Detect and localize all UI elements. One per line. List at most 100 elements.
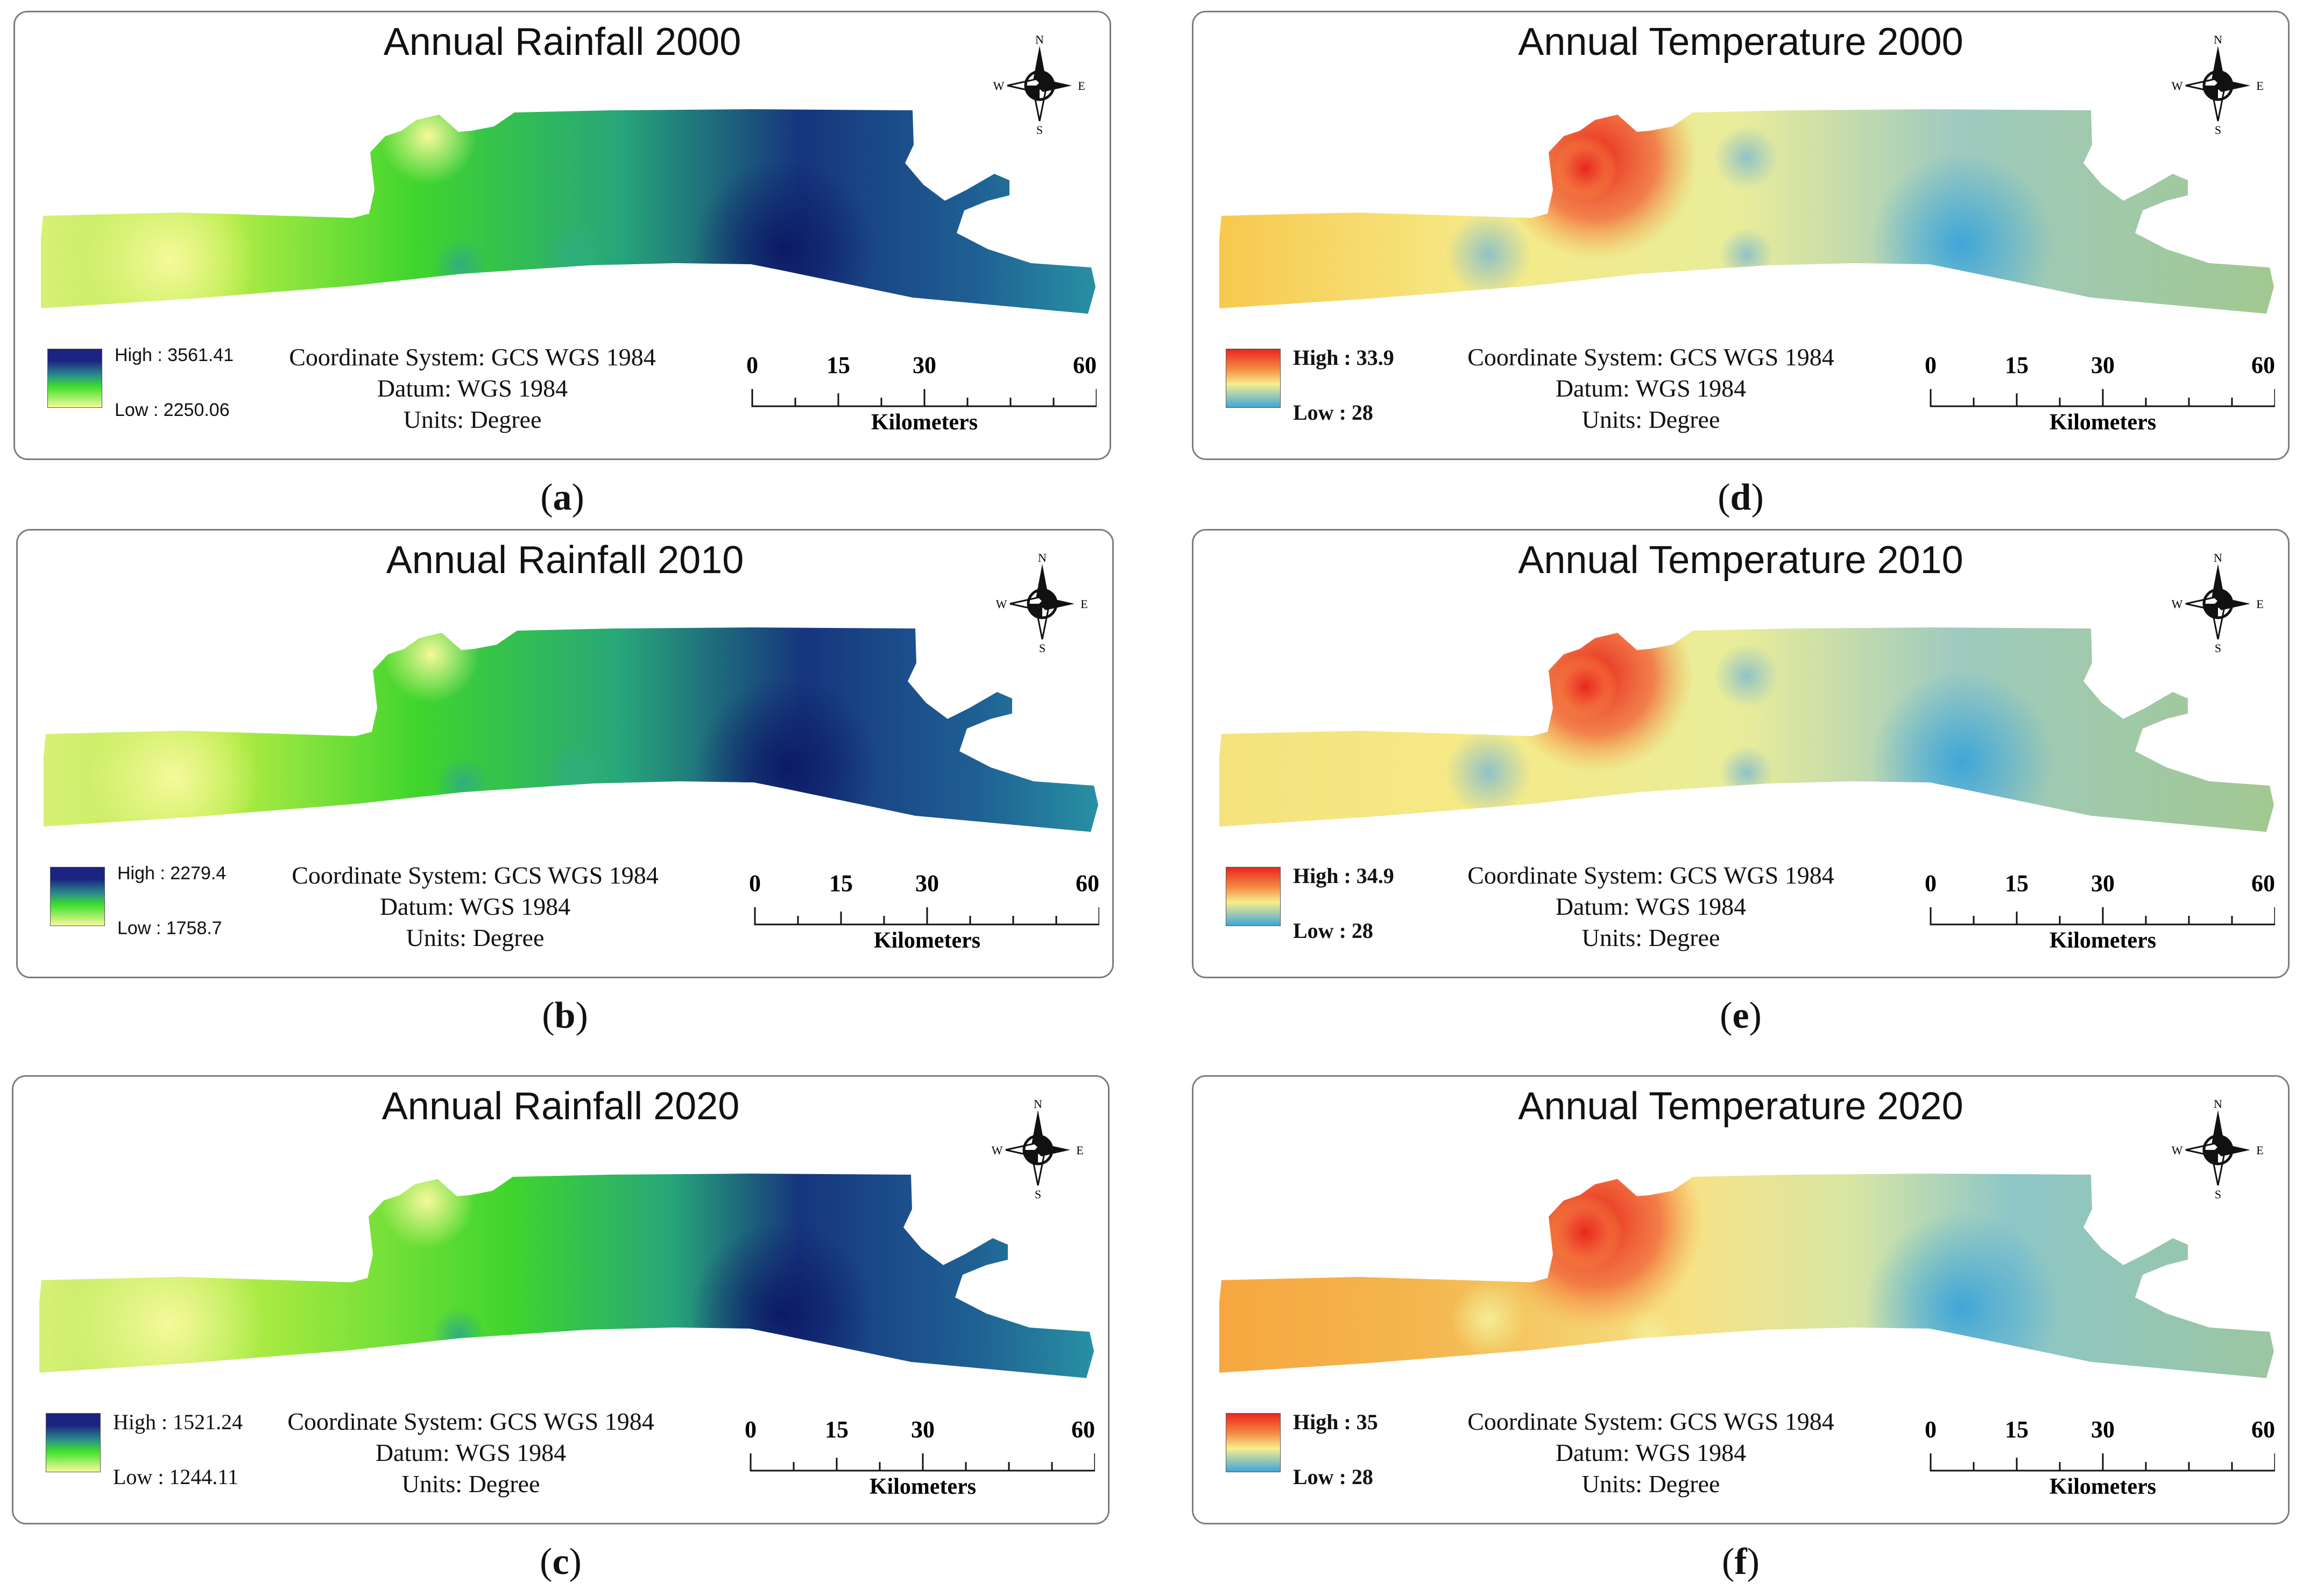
coordinate-info: Coordinate System: GCS WGS 1984 Datum: W… <box>292 861 659 951</box>
datum: Datum: WGS 1984 <box>377 375 568 402</box>
scale-bar: 0 15 30 60 Kilometers <box>749 870 1099 950</box>
legend-swatch <box>47 349 102 408</box>
legend-high: High : 35 <box>1293 1410 1378 1434</box>
svg-text:15: 15 <box>2005 870 2029 896</box>
legend-low: Low : 1758.7 <box>117 918 222 938</box>
caption-e: (e) <box>1720 995 1762 1036</box>
svg-text:N: N <box>2214 33 2222 46</box>
north-arrow-icon: N S W E <box>2172 551 2264 654</box>
svg-text:60: 60 <box>1076 870 1099 896</box>
units: Units: Degree <box>403 406 542 433</box>
svg-text:60: 60 <box>1071 1416 1095 1443</box>
map-panel-d: Annual Temperature 2000 N S W E <box>1192 11 2290 460</box>
temperature-map <box>1219 627 2274 832</box>
map-panel-a: Annual Rainfall 2000 N S W E <box>13 11 1111 460</box>
svg-text:N: N <box>1038 551 1047 564</box>
legend-high: High : 33.9 <box>1293 345 1394 370</box>
coordinate-info: Coordinate System: GCS WGS 1984 Datum: W… <box>1467 343 1834 433</box>
compass-w: W <box>993 79 1005 93</box>
legend-low: Low : 1244.11 <box>113 1465 238 1489</box>
map-panel-f: Annual Temperature 2020 N S W E <box>1192 1075 2290 1524</box>
legend-high: High : 2279.4 <box>117 863 227 884</box>
legend-high: High : 1521.24 <box>113 1410 243 1434</box>
svg-text:15: 15 <box>825 1416 849 1443</box>
svg-text:Kilometers: Kilometers <box>870 1474 976 1496</box>
scale-bar: 0 15 30 60 Kilometers <box>1925 1416 2275 1496</box>
caption-a: (a) <box>540 477 584 518</box>
north-arrow-icon: N S W E <box>993 33 1085 136</box>
scale-tick-15: 15 <box>826 352 850 378</box>
svg-text:30: 30 <box>2091 870 2115 896</box>
svg-text:S: S <box>2215 641 2221 654</box>
panel-title: Annual Temperature 2020 <box>1518 1085 1963 1128</box>
coordinate-info: Coordinate System: GCS WGS 1984 Datum: W… <box>1467 1408 1834 1498</box>
caption-b: (b) <box>542 995 588 1036</box>
legend-swatch <box>46 1413 101 1472</box>
legend-low: Low : 28 <box>1293 919 1373 943</box>
svg-text:0: 0 <box>1925 352 1937 378</box>
panel-title: Annual Temperature 2000 <box>1518 20 1963 63</box>
north-arrow-icon: N S W E <box>992 1097 1084 1200</box>
caption-f: (f) <box>1722 1541 1760 1583</box>
north-arrow-icon: N S W E <box>996 551 1088 654</box>
svg-text:30: 30 <box>2091 1416 2115 1443</box>
svg-text:S: S <box>1039 641 1045 654</box>
svg-text:0: 0 <box>749 870 761 896</box>
caption-d: (d) <box>1718 477 1764 518</box>
north-arrow-icon: N S W E <box>2172 33 2264 136</box>
svg-text:W: W <box>992 1143 1003 1157</box>
svg-text:Kilometers: Kilometers <box>874 928 980 950</box>
svg-text:Kilometers: Kilometers <box>2050 928 2156 950</box>
svg-text:S: S <box>1035 1188 1041 1200</box>
panel-title: Annual Rainfall 2010 <box>386 539 744 582</box>
svg-text:W: W <box>996 597 1007 611</box>
legend-swatch <box>1226 867 1281 926</box>
scale-bar: 0 15 30 60 Kilometers <box>745 1416 1095 1496</box>
svg-text:0: 0 <box>745 1416 757 1443</box>
legend-swatch <box>1226 349 1281 408</box>
svg-text:15: 15 <box>2005 1416 2029 1443</box>
svg-text:W: W <box>2172 79 2183 93</box>
scale-tick-30: 30 <box>913 352 936 378</box>
legend-low: Low : 2250.06 <box>115 400 230 420</box>
legend-high: High : 34.9 <box>1293 864 1394 888</box>
scale-bar: 0 15 30 60 Kilometers <box>746 352 1097 432</box>
panel-title: Annual Rainfall 2000 <box>383 20 741 63</box>
svg-text:15: 15 <box>2005 352 2029 378</box>
coordinate-info: Coordinate System: GCS WGS 1984 Datum: W… <box>287 1408 654 1498</box>
svg-text:N: N <box>2214 1097 2222 1111</box>
svg-text:30: 30 <box>915 870 939 896</box>
svg-text:E: E <box>2256 1143 2263 1157</box>
legend-swatch <box>50 867 105 926</box>
svg-text:0: 0 <box>1925 1416 1937 1443</box>
svg-text:E: E <box>1080 597 1087 611</box>
map-panel-c: Annual Rainfall 2020 N S W E <box>12 1075 1110 1524</box>
temperature-map <box>1219 109 2274 314</box>
svg-text:S: S <box>2215 1188 2221 1200</box>
svg-text:60: 60 <box>2251 1416 2275 1443</box>
coordinate-info: Coordinate System: GCS WGS 1984 Datum: W… <box>1467 861 1834 951</box>
svg-text:15: 15 <box>829 870 853 896</box>
svg-text:S: S <box>2215 123 2221 136</box>
svg-text:Kilometers: Kilometers <box>2050 1474 2156 1496</box>
rainfall-map <box>41 109 1096 314</box>
svg-text:Kilometers: Kilometers <box>2050 410 2156 432</box>
scale-bar: 0 15 30 60 Kilometers <box>1925 352 2275 432</box>
north-arrow-icon: N S W E <box>2172 1097 2264 1200</box>
compass-n: N <box>1035 33 1044 46</box>
scale-tick-0: 0 <box>746 352 758 378</box>
compass-s: S <box>1036 123 1043 136</box>
svg-text:60: 60 <box>2251 870 2275 896</box>
svg-text:60: 60 <box>2251 352 2275 378</box>
temperature-map <box>1219 1174 2274 1378</box>
scale-tick-60: 60 <box>1073 352 1097 378</box>
map-panel-b: Annual Rainfall 2010 N S W E <box>16 529 1114 978</box>
svg-text:E: E <box>1076 1143 1083 1157</box>
legend-low: Low : 28 <box>1293 400 1373 425</box>
coordinate-system: Coordinate System: GCS WGS 1984 <box>289 343 656 371</box>
coordinate-info: Coordinate System: GCS WGS 1984 Datum: W… <box>279 342 666 435</box>
svg-text:E: E <box>2256 79 2263 93</box>
svg-text:N: N <box>2214 551 2222 564</box>
svg-text:W: W <box>2172 597 2183 611</box>
svg-text:30: 30 <box>911 1416 935 1443</box>
